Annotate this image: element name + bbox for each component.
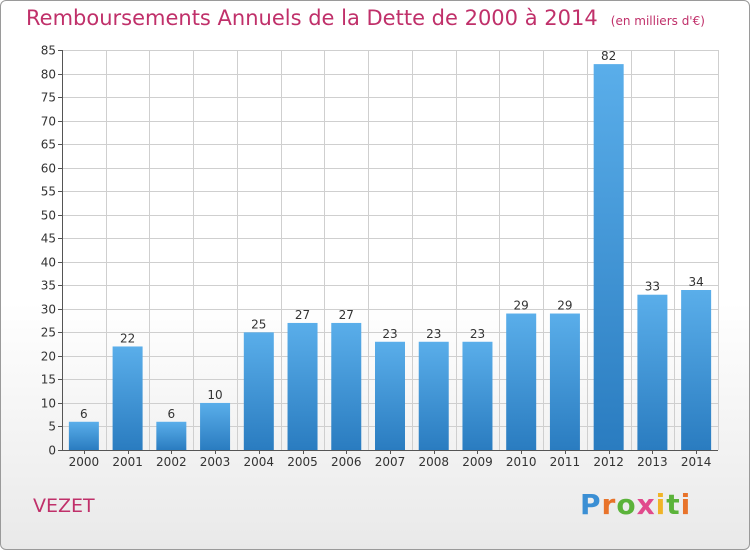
bar-2011 <box>549 313 580 450</box>
commune-name: VEZET <box>33 495 95 517</box>
data-label-2000: 6 <box>80 407 88 421</box>
y-tick-label: 75 <box>41 91 56 105</box>
bar-2010 <box>506 313 537 450</box>
x-tick-label-2006: 2006 <box>331 455 362 469</box>
x-tick-label-2009: 2009 <box>462 455 493 469</box>
bar-2003 <box>200 402 231 450</box>
chart-header: Remboursements Annuels de la Dette de 20… <box>26 6 705 30</box>
bar-2009 <box>462 341 493 450</box>
x-tick-label-2014: 2014 <box>681 455 712 469</box>
data-label-2014: 34 <box>688 275 703 289</box>
y-tick-label: 80 <box>41 68 56 82</box>
bar-2012 <box>593 64 624 450</box>
x-tick-label-2011: 2011 <box>550 455 581 469</box>
x-tick-label-2010: 2010 <box>506 455 537 469</box>
y-tick-label: 30 <box>41 303 56 317</box>
bar-2014 <box>681 290 712 450</box>
y-tick-label: 60 <box>41 162 56 176</box>
y-tick-label: 70 <box>41 115 56 129</box>
bar-layer: 6 22 6 10 25 27 27 23 23 23 29 29 82 33 34 <box>68 49 712 450</box>
data-label-2005: 27 <box>295 308 310 322</box>
y-tick-label: 10 <box>41 397 56 411</box>
chart-subtitle: (en milliers d'€) <box>610 14 705 28</box>
data-label-2001: 22 <box>120 331 135 345</box>
x-tick-label-2012: 2012 <box>593 455 624 469</box>
data-label-2006: 27 <box>339 308 354 322</box>
bar-2007 <box>375 341 405 450</box>
data-label-2002: 6 <box>168 407 176 421</box>
bar-2008 <box>418 341 449 450</box>
y-tick-label: 65 <box>41 138 56 152</box>
chart-title: Remboursements Annuels de la Dette de 20… <box>26 6 598 30</box>
x-tick-label-2008: 2008 <box>418 455 449 469</box>
bar-2004 <box>243 332 274 450</box>
x-tick-label-2001: 2001 <box>112 455 143 469</box>
data-label-2013: 33 <box>645 280 660 294</box>
y-tick-label: 50 <box>41 209 56 223</box>
y-tick-label: 85 <box>41 44 56 58</box>
y-tick-label: 15 <box>41 373 56 387</box>
data-label-2010: 29 <box>514 299 529 313</box>
y-tick-label: 40 <box>41 256 56 270</box>
y-tick-label: 45 <box>41 232 56 246</box>
data-label-2007: 23 <box>382 327 397 341</box>
x-tick-label-2000: 2000 <box>69 455 100 469</box>
x-tick-label-2013: 2013 <box>637 455 668 469</box>
x-tick-label-2005: 2005 <box>287 455 318 469</box>
data-label-2011: 29 <box>557 299 572 313</box>
data-label-2003: 10 <box>207 388 222 402</box>
axis-layer: 0 5 10 15 20 25 30 35 40 45 50 55 60 65 70 75 80 85 2000 20… <box>41 44 718 469</box>
y-tick-label: 0 <box>48 444 56 458</box>
proxiti-logo: Proxiti <box>580 488 692 521</box>
bar-2005 <box>287 322 318 450</box>
bar-2001 <box>112 346 143 450</box>
data-label-2012: 82 <box>601 49 616 63</box>
x-tick-label-2004: 2004 <box>244 455 275 469</box>
data-label-2008: 23 <box>426 327 441 341</box>
bar-2013 <box>637 294 668 450</box>
y-tick-label: 35 <box>41 279 56 293</box>
x-tick-label-2003: 2003 <box>200 455 231 469</box>
bar-2006 <box>331 322 362 450</box>
bar-2000 <box>68 421 99 450</box>
x-tick-label-2007: 2007 <box>375 455 406 469</box>
y-tick-label: 20 <box>41 350 56 364</box>
data-label-2004: 25 <box>251 317 266 331</box>
x-tick-label-2002: 2002 <box>156 455 187 469</box>
bar-2002 <box>156 421 187 450</box>
y-tick-label: 25 <box>41 326 56 340</box>
y-tick-label: 5 <box>48 420 56 434</box>
data-label-2009: 23 <box>470 327 485 341</box>
y-tick-label: 55 <box>41 185 56 199</box>
